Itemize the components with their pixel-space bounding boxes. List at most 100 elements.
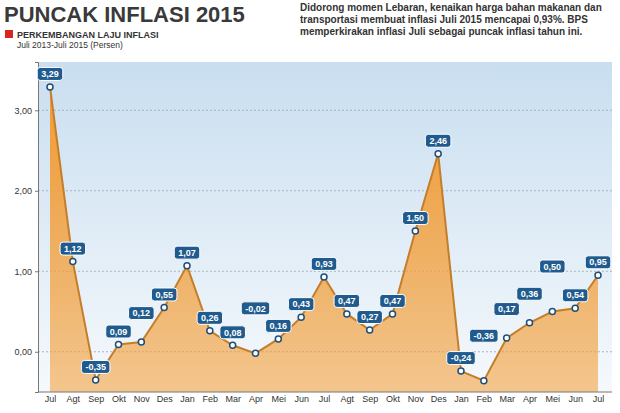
data-labels: 3,291,12-0,350,090,120,551,070,260,08-0,… [37,67,611,373]
subtitle: Juli 2013-Juli 2015 (Persen) [17,40,123,50]
data-label-text: 1,07 [178,248,196,258]
x-tick: Okt [112,394,127,404]
x-tick: Mei [272,394,287,404]
y-tick: 2,00 [14,186,38,196]
data-label-box [585,256,611,269]
data-label: 0,43 [288,298,314,311]
data-label: 0,36 [517,287,543,300]
data-label: 1,50 [403,212,429,225]
data-label: 3,29 [37,67,63,80]
point [116,342,122,348]
data-label-box [151,288,177,301]
point [275,336,281,342]
data-label-box [403,212,429,225]
data-label: 2,46 [425,134,451,147]
x-tick: Feb [203,394,219,404]
point [253,350,259,356]
data-label-text: 3,29 [41,69,59,79]
point [298,314,304,320]
data-label-text: 0,16 [270,321,288,331]
line [50,87,598,381]
x-tick: Des [431,394,448,404]
point [321,274,327,280]
data-label: 0,08 [220,326,246,339]
x-tick: Sep [362,394,378,404]
x-tick-label: Sep [362,394,378,404]
x-tick-label: Agt [341,394,355,404]
x-tick-label: Mei [546,394,561,404]
x-tick: Apr [249,394,263,404]
data-label-box [288,298,314,311]
data-label-box [197,311,223,324]
data-label-box [334,294,360,307]
y-tick-label: 3,00 [14,106,32,116]
point [504,335,510,341]
x-tick-label: Jun [294,394,309,404]
point [527,320,533,326]
x-axis: JulAgtSepOktNovDesJanFebMarAprMeiJunJulA… [38,392,612,404]
data-label: -0,36 [470,329,499,342]
point [390,311,396,317]
data-label-box [220,326,246,339]
x-tick-label: Apr [523,394,537,404]
x-tick-label: Jun [568,394,583,404]
data-label-box [174,246,200,259]
x-tick: Jan [454,394,469,404]
point [184,263,190,269]
x-tick: Agt [341,394,355,404]
x-tick-label: Mei [272,394,287,404]
point [93,377,99,383]
plot-background [38,62,612,392]
point [435,151,441,157]
data-label-text: -0,36 [474,331,495,341]
x-tick-label: Jan [180,394,195,404]
point [367,327,373,333]
data-label: 0,27 [357,311,383,324]
data-label-text: 0,47 [384,296,402,306]
data-label: 0,47 [380,294,406,307]
point [70,259,76,265]
point [47,84,53,90]
data-label-text: 0,36 [521,289,539,299]
y-tick: 1,00 [14,267,38,277]
x-tick-label: Apr [249,394,263,404]
y-tick-label: 1,00 [14,267,32,277]
data-label-text: 1,12 [64,244,82,254]
x-tick-label: Okt [112,394,127,404]
data-label: -0,24 [447,352,476,365]
data-label-text: 0,54 [566,290,584,300]
chart: 0,001,002,003,00JulAgtSepOktNovDesJanFeb… [0,0,620,413]
data-label: 0,95 [585,256,611,269]
data-label: 0,17 [494,303,520,316]
x-axis-line [38,392,612,393]
data-label-box [517,287,543,300]
point [230,342,236,348]
data-label-text: 0,08 [224,328,242,338]
x-tick-label: Agt [67,394,81,404]
data-label-box [540,260,566,273]
data-label: 0,26 [197,311,223,324]
point [207,328,213,334]
x-tick-label: Feb [477,394,493,404]
y-tick-mark [35,110,38,111]
x-tick-label: Mar [225,394,241,404]
grid-line [38,271,612,272]
x-tick: Feb [477,394,493,404]
data-label-box [447,352,476,365]
y-axis-line [35,63,39,393]
data-label-text: 0,55 [155,290,173,300]
x-tick: Mar [499,394,515,404]
x-tick-label: Nov [408,394,425,404]
data-label-text: 0,93 [315,259,333,269]
x-tick: Okt [386,394,401,404]
point [572,305,578,311]
data-label-text: 0,95 [589,257,607,267]
data-label-text: 0,43 [292,299,310,309]
data-label: -0,02 [241,302,270,315]
point [412,228,418,234]
grid-line [38,110,612,111]
x-tick: Jun [568,394,583,404]
data-label-box [241,302,270,315]
plot-marks [47,84,601,392]
area [50,87,598,392]
